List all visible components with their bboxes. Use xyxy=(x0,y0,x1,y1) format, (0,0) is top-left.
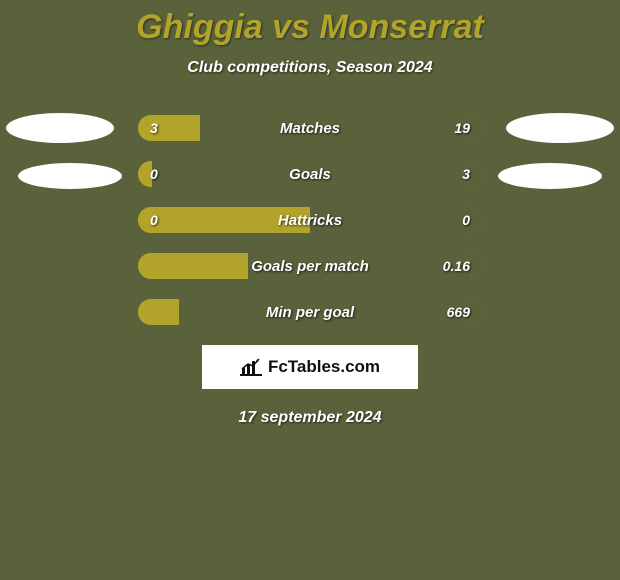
stat-fill-left xyxy=(138,161,152,187)
stat-fill-right xyxy=(179,299,482,325)
stats-area: Matches319 Goals03 Hattricks00 Goals per ma… xyxy=(0,115,620,325)
team-left-marker-1 xyxy=(6,113,114,143)
stat-bars: Matches319 Goals03 Hattricks00 Goals per ma… xyxy=(138,115,482,325)
comparison-card: Ghiggia vs Monserrat Club competitions, … xyxy=(0,0,620,580)
stat-row: Goals03 xyxy=(138,161,482,187)
subtitle: Club competitions, Season 2024 xyxy=(0,59,620,77)
stat-fill-left xyxy=(138,115,200,141)
stat-fill-left xyxy=(138,207,310,233)
team-right-marker-2 xyxy=(498,163,602,189)
chart-icon xyxy=(240,358,262,376)
stat-row: Goals per match0.16 xyxy=(138,253,482,279)
stat-row: Min per goal669 xyxy=(138,299,482,325)
stat-fill-right xyxy=(152,161,482,187)
team-right-marker-1 xyxy=(506,113,614,143)
brand-text: FcTables.com xyxy=(268,357,380,377)
stat-fill-left xyxy=(138,299,179,325)
stat-row: Matches319 xyxy=(138,115,482,141)
stat-fill-left xyxy=(138,253,248,279)
date-text: 17 september 2024 xyxy=(0,409,620,427)
stat-fill-right xyxy=(310,207,482,233)
brand-box[interactable]: FcTables.com xyxy=(202,345,418,389)
team-left-marker-2 xyxy=(18,163,122,189)
page-title: Ghiggia vs Monserrat xyxy=(0,0,620,47)
stat-fill-right xyxy=(248,253,482,279)
stat-row: Hattricks00 xyxy=(138,207,482,233)
stat-fill-right xyxy=(200,115,482,141)
